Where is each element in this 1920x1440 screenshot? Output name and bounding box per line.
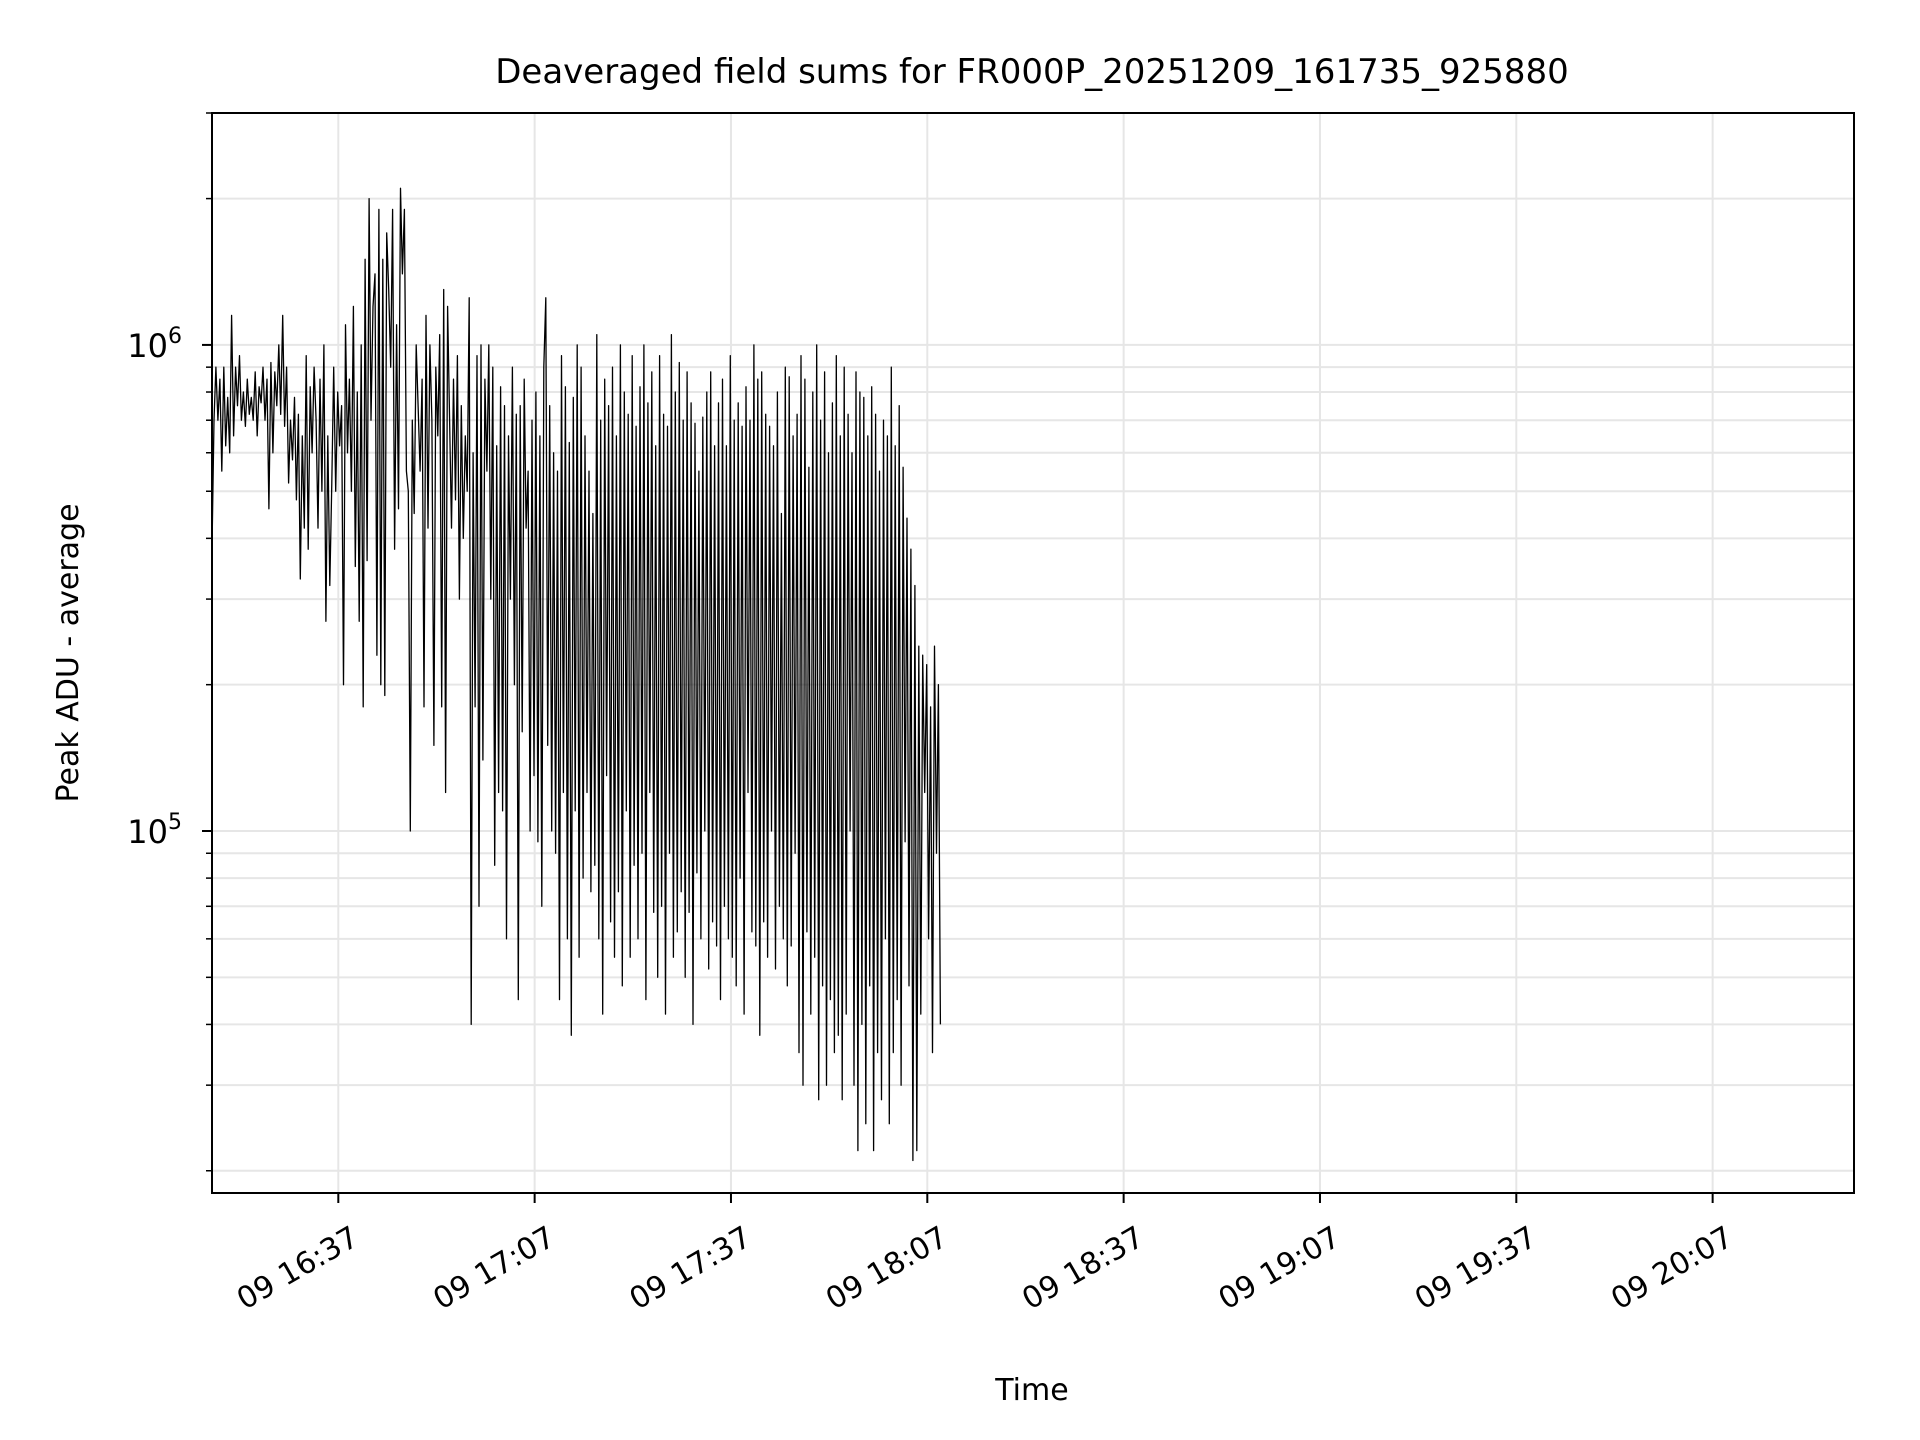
y-tick-label: 106 — [127, 324, 182, 365]
y-tick-label: 105 — [127, 810, 182, 851]
y-tick-label-exponent: 6 — [168, 324, 182, 349]
plot-frame — [211, 112, 1855, 1194]
chart-title: Deaveraged field sums for FR000P_2025120… — [495, 52, 1569, 92]
series-layer — [211, 187, 942, 1162]
series-line — [211, 187, 942, 1162]
grid — [212, 112, 1854, 1193]
x-axis-label: Time — [994, 1373, 1068, 1408]
y-tick-label-exponent: 5 — [168, 810, 182, 835]
y-axis-label: Peak ADU - average — [51, 503, 86, 802]
y-tick-label-base: 10 — [127, 813, 168, 851]
y-tick-label-base: 10 — [127, 327, 168, 365]
